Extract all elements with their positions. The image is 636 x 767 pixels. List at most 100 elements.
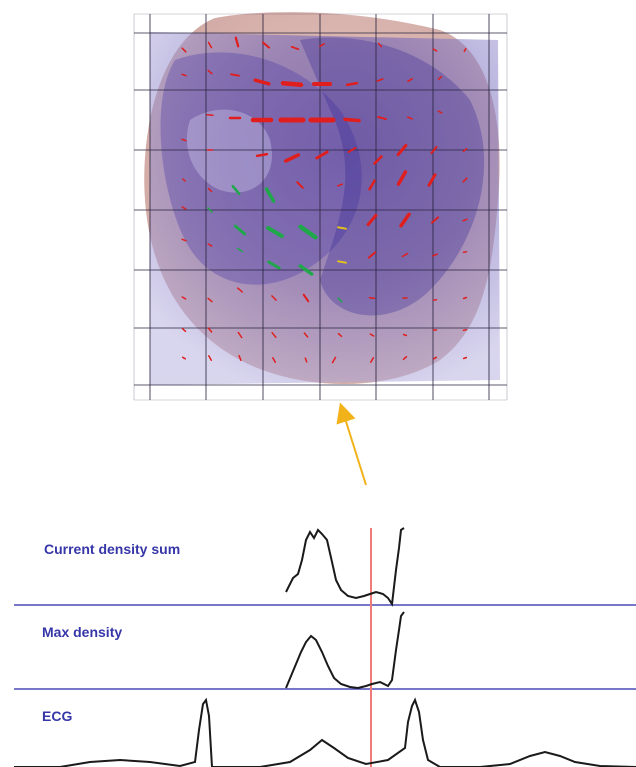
current-vector-arrow [302,293,310,303]
current-vector-arrow [280,80,304,88]
current-vector-arrow [236,287,244,293]
current-vector-arrow [462,177,468,183]
current-vector-arrow [253,78,271,86]
current-vector-arrow [181,138,187,142]
current-vector-arrow [207,69,213,75]
current-vector-arrow [315,150,329,160]
current-vector-arrow [298,224,318,240]
current-vector-arrow [462,356,468,360]
current-vector-arrow [462,328,468,332]
current-vector-arrow [207,41,213,49]
max-density-label: Max density [42,624,122,640]
current-vector-arrow [437,110,443,114]
current-vector-arrow [267,260,281,270]
current-vector-arrow [207,297,213,303]
current-vector-arrow [266,226,284,238]
current-vector-arrow [238,354,242,362]
current-vector-arrow [370,357,375,363]
current-vector-arrow [206,113,214,117]
ecg-label: ECG [42,708,72,724]
current-vector-arrow [233,224,247,236]
current-vector-arrow [207,207,213,213]
current-vector-arrow [237,331,243,339]
current-vector-arrow [264,187,276,203]
current-vector-arrow [377,116,387,120]
current-vector-arrow [430,216,440,224]
current-vector-arrow [231,184,241,196]
current-vector-arrow [255,152,269,158]
current-vector-arrow [432,298,438,302]
current-vector-arrow [347,147,357,153]
current-vector-arrow [369,333,375,337]
current-vector-arrow [207,187,213,193]
current-vector-arrow [181,238,187,242]
current-vector-arrow [432,356,438,360]
current-vector-arrow [432,48,438,52]
current-vector-arrow [304,357,308,363]
current-vector-arrow [208,355,213,361]
current-vector-arrow [336,183,344,187]
current-vector-arrow [345,81,359,87]
current-vector-arrow [343,117,361,123]
current-vector-arrow [236,247,244,253]
current-vector-arrow [181,356,187,360]
current-vector-arrow [430,145,438,155]
measurement-grid [133,13,508,401]
current-vector-arrow [427,173,437,187]
max-density-trace [285,611,405,690]
current-density-sum-trace [285,527,405,607]
current-vector-arrow [230,73,240,77]
current-vector-arrow [376,78,384,82]
current-vector-arrow [367,251,377,259]
current-density-overlay [150,32,500,385]
current-vector-arrow [373,155,383,165]
current-vector-arrow [396,143,408,157]
current-vector-arrow [437,75,443,81]
current-vector-arrow [296,181,304,189]
heart-panel [133,12,508,401]
current-vector-arrow [463,47,467,53]
current-density-sum-label: Current density sum [44,541,180,557]
current-vector-arrow [337,332,343,338]
up-arrow-icon [336,402,367,486]
current-vector-arrow [407,78,413,83]
current-vector-arrow [462,218,468,222]
current-vector-arrow [272,357,277,363]
current-vector-arrow [462,250,468,254]
current-vector-arrow [182,178,186,182]
current-vector-arrow [181,327,187,333]
current-vector-arrow [283,153,301,163]
current-vector-arrow [181,73,187,77]
current-vector-arrow [366,213,378,227]
current-vector-arrow [319,43,325,48]
ecg-trace [14,697,636,767]
current-vector-arrow [406,116,414,120]
current-vector-arrow [368,179,376,191]
current-vector-arrow [331,356,337,364]
current-vector-arrow [207,327,213,333]
current-vector-arrow [207,243,213,247]
current-vector-arrow [181,206,187,210]
current-vector-arrow [303,332,309,338]
current-vector-arrow [377,42,383,48]
current-vector-arrow [396,170,408,186]
current-vector-arrow [271,331,277,339]
current-vector-arrow [402,333,408,337]
current-vector-arrow [290,45,300,51]
current-vector-arrow [399,212,411,228]
current-vector-arrow [337,260,347,264]
current-vector-arrow [462,147,468,153]
current-vector-arrow [337,297,343,303]
current-vector-arrow [181,296,187,300]
current-vector-arrow [234,36,240,48]
current-vectors [181,36,468,364]
current-vector-arrow [337,226,347,230]
current-vector-arrow [368,296,376,300]
current-vector-arrow [271,295,277,301]
current-vector-arrow [462,296,468,300]
current-vector-arrow [402,355,408,361]
heart-chambers [160,52,362,285]
current-vector-arrow [261,41,271,49]
current-vector-arrow [181,47,187,53]
